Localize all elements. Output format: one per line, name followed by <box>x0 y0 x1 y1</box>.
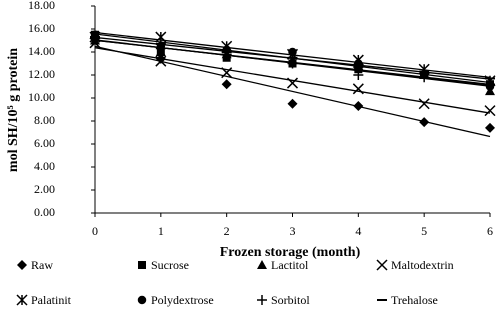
point <box>485 79 495 90</box>
point <box>352 83 364 95</box>
legend-label: Sorbitol <box>271 293 310 307</box>
x-tick-label: 3 <box>290 224 296 238</box>
legend-label: Trehalose <box>391 293 438 307</box>
legend-label: Palatinit <box>31 293 72 307</box>
point <box>353 101 364 112</box>
point <box>418 98 430 110</box>
legend-label: Lactitol <box>271 258 309 272</box>
legend-marker <box>257 260 267 269</box>
y-tick-label: 6.00 <box>34 136 55 150</box>
point <box>353 70 364 80</box>
point <box>155 55 167 67</box>
x-tick-label: 4 <box>355 224 361 238</box>
legend-label: Polydextrose <box>151 293 214 307</box>
y-tick-label: 12.00 <box>28 67 55 81</box>
legend-label: Maltodextrin <box>391 258 454 272</box>
y-tick-label: 10.00 <box>28 90 55 104</box>
point <box>288 47 297 57</box>
y-tick-label: 16.00 <box>28 21 55 35</box>
y-tick-label: 14.00 <box>28 44 55 58</box>
x-axis-label: Frozen storage (month) <box>220 245 361 260</box>
y-tick-label: 0.00 <box>34 205 55 219</box>
legend-marker <box>17 260 27 270</box>
x-tick-label: 2 <box>224 224 230 238</box>
point <box>286 77 299 89</box>
legend-label: Sucrose <box>151 258 189 272</box>
point <box>419 72 430 83</box>
legend-marker <box>376 259 388 271</box>
legend-label: Raw <box>31 258 53 272</box>
y-axis-label: mol SH/10⁵ g protein <box>6 48 21 172</box>
legend-marker <box>257 295 267 305</box>
x-tick-label: 0 <box>92 224 98 238</box>
x-tick-label: 5 <box>421 224 427 238</box>
point <box>484 105 496 117</box>
legend-marker <box>16 294 28 306</box>
legend-marker <box>138 261 146 269</box>
point <box>287 98 298 109</box>
y-tick-label: 4.00 <box>34 159 55 173</box>
point <box>221 79 232 90</box>
point <box>155 31 167 43</box>
point <box>419 117 430 128</box>
y-tick-label: 18.00 <box>28 0 55 12</box>
point <box>485 122 495 133</box>
trend-line <box>94 47 491 114</box>
point <box>155 43 166 54</box>
y-tick-label: 2.00 <box>34 182 55 196</box>
point <box>221 67 233 79</box>
point <box>287 58 298 69</box>
x-tick-label: 1 <box>158 224 164 238</box>
legend-marker <box>137 295 147 305</box>
y-tick-label: 8.00 <box>34 113 55 127</box>
x-tick-label: 6 <box>487 224 493 238</box>
